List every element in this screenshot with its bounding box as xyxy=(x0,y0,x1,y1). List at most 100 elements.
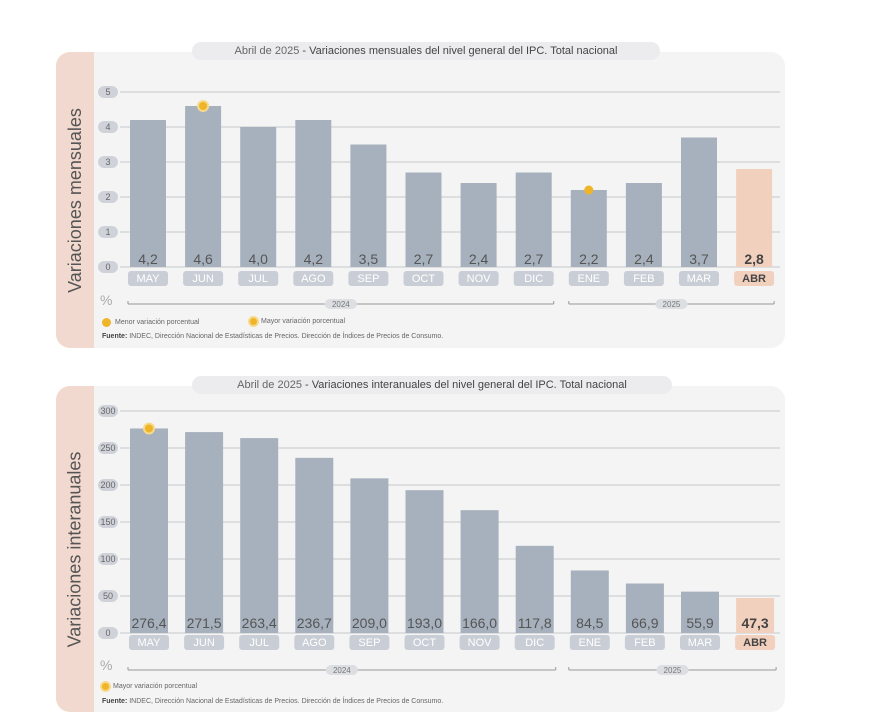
monthly-legend-min: Menor variación porcentual xyxy=(102,318,199,327)
month-label: NOV xyxy=(467,273,492,285)
y-tick-label: 300 xyxy=(100,406,115,416)
bar xyxy=(460,510,499,633)
month-pill xyxy=(403,271,444,286)
month-pill xyxy=(568,271,609,286)
y-tick-label: 50 xyxy=(103,591,113,601)
y-tick-pill xyxy=(98,121,118,133)
month-label: DIC xyxy=(525,637,544,649)
month-pill xyxy=(293,271,334,286)
bar-value-label: 263,4 xyxy=(242,615,277,631)
month-label: JUL xyxy=(248,273,268,285)
month-label: OCT xyxy=(412,273,436,285)
y-tick-label: 1 xyxy=(105,227,110,237)
y-tick-pill xyxy=(98,590,118,602)
y-tick-label: 150 xyxy=(100,517,115,527)
y-tick-pill xyxy=(98,405,118,417)
monthly-source: Fuente: INDEC, Dirección Nacional de Est… xyxy=(102,333,443,340)
month-pill xyxy=(569,635,610,650)
bar xyxy=(295,457,334,633)
y-tick-label: 5 xyxy=(105,87,110,97)
yearly-title-date: Abril de 2025 xyxy=(237,379,302,391)
month-pill xyxy=(238,271,279,286)
bar-value-label: 47,3 xyxy=(741,615,768,631)
month-pill xyxy=(680,635,720,650)
year-pill xyxy=(325,665,358,675)
source-text: INDEC, Dirección Nacional de Estadística… xyxy=(127,333,444,340)
yearly-side-band: Variaciones interanuales xyxy=(56,386,94,712)
monthly-unit-label: % xyxy=(100,292,113,308)
month-pill xyxy=(735,635,776,650)
bar-value-label: 55,9 xyxy=(686,615,713,631)
yearly-unit-label: % xyxy=(100,657,113,673)
month-pill xyxy=(514,635,555,650)
y-tick-label: 0 xyxy=(105,262,110,272)
y-tick-label: 3 xyxy=(105,157,110,167)
year-pill xyxy=(655,299,688,309)
bar xyxy=(515,545,554,633)
source-label: Fuente: xyxy=(102,698,128,705)
bar-value-label: 117,8 xyxy=(518,615,552,631)
bar xyxy=(405,172,442,267)
month-label: FEB xyxy=(633,273,654,285)
legend-max-label: Mayor variación porcentual xyxy=(113,683,198,690)
month-pill xyxy=(349,635,390,650)
bar-value-label: 4,2 xyxy=(304,251,324,267)
legend-min-label: Menor variación porcentual xyxy=(115,319,200,326)
month-pill xyxy=(129,635,169,650)
year-pill xyxy=(324,299,357,309)
year-pill xyxy=(656,665,689,675)
monthly-title-text: - Variaciones mensuales del nivel genera… xyxy=(299,45,618,57)
bar-value-label: 193,0 xyxy=(407,615,442,631)
bar-value-label: 276,4 xyxy=(131,615,166,631)
month-pill xyxy=(734,271,775,286)
month-label: OCT xyxy=(413,637,437,649)
month-pill xyxy=(184,635,225,650)
month-label: ABR xyxy=(743,637,767,649)
bar-value-label: 236,7 xyxy=(297,615,332,631)
year-label: 2025 xyxy=(664,666,682,675)
yearly-legend-max: Mayor variación porcentual xyxy=(102,683,197,690)
month-label: JUL xyxy=(249,637,269,649)
bar xyxy=(736,597,775,633)
max-marker-icon xyxy=(250,318,257,325)
bar-value-label: 166,0 xyxy=(462,615,497,631)
year-label: 2025 xyxy=(663,300,681,309)
month-label: MAY xyxy=(136,273,160,285)
bar-value-label: 3,5 xyxy=(359,251,379,267)
month-label: FEB xyxy=(634,637,655,649)
bar xyxy=(350,478,389,633)
year-label: 2024 xyxy=(332,300,350,309)
y-tick-pill xyxy=(98,516,118,528)
bar xyxy=(405,490,444,633)
y-tick-pill xyxy=(98,191,118,203)
min-marker-icon xyxy=(102,318,111,327)
source-text: INDEC, Dirección Nacional de Estadística… xyxy=(127,698,444,705)
y-tick-pill xyxy=(98,442,118,454)
month-label: MAY xyxy=(137,637,161,649)
bar xyxy=(130,120,166,267)
bar-value-label: 4,2 xyxy=(138,251,158,267)
yearly-source: Fuente: INDEC, Dirección Nacional de Est… xyxy=(102,698,443,705)
legend-max-label: Mayor variación porcentual xyxy=(261,318,346,325)
monthly-chart-title: Abril de 2025 - Variaciones mensuales de… xyxy=(192,42,660,60)
bar-value-label: 2,7 xyxy=(524,251,544,267)
bar-value-label: 66,9 xyxy=(631,615,658,631)
yearly-chart-title: Abril de 2025 - Variaciones interanuales… xyxy=(192,376,672,394)
month-label: ENE xyxy=(577,273,600,285)
max-marker xyxy=(199,102,208,110)
bar xyxy=(625,183,662,267)
yearly-title-text: - Variaciones interanuales del nivel gen… xyxy=(301,379,627,391)
month-label: MAR xyxy=(687,273,712,285)
bar-value-label: 2,8 xyxy=(744,251,764,267)
bar xyxy=(460,183,497,267)
bar-value-label: 209,0 xyxy=(352,615,387,631)
source-label: Fuente: xyxy=(102,333,128,340)
y-tick-pill xyxy=(98,553,118,565)
y-tick-pill xyxy=(98,261,118,273)
max-marker-icon xyxy=(102,683,109,690)
bar xyxy=(625,583,664,633)
month-label: NOV xyxy=(468,637,493,649)
y-tick-label: 200 xyxy=(100,480,115,490)
bar xyxy=(240,438,279,633)
